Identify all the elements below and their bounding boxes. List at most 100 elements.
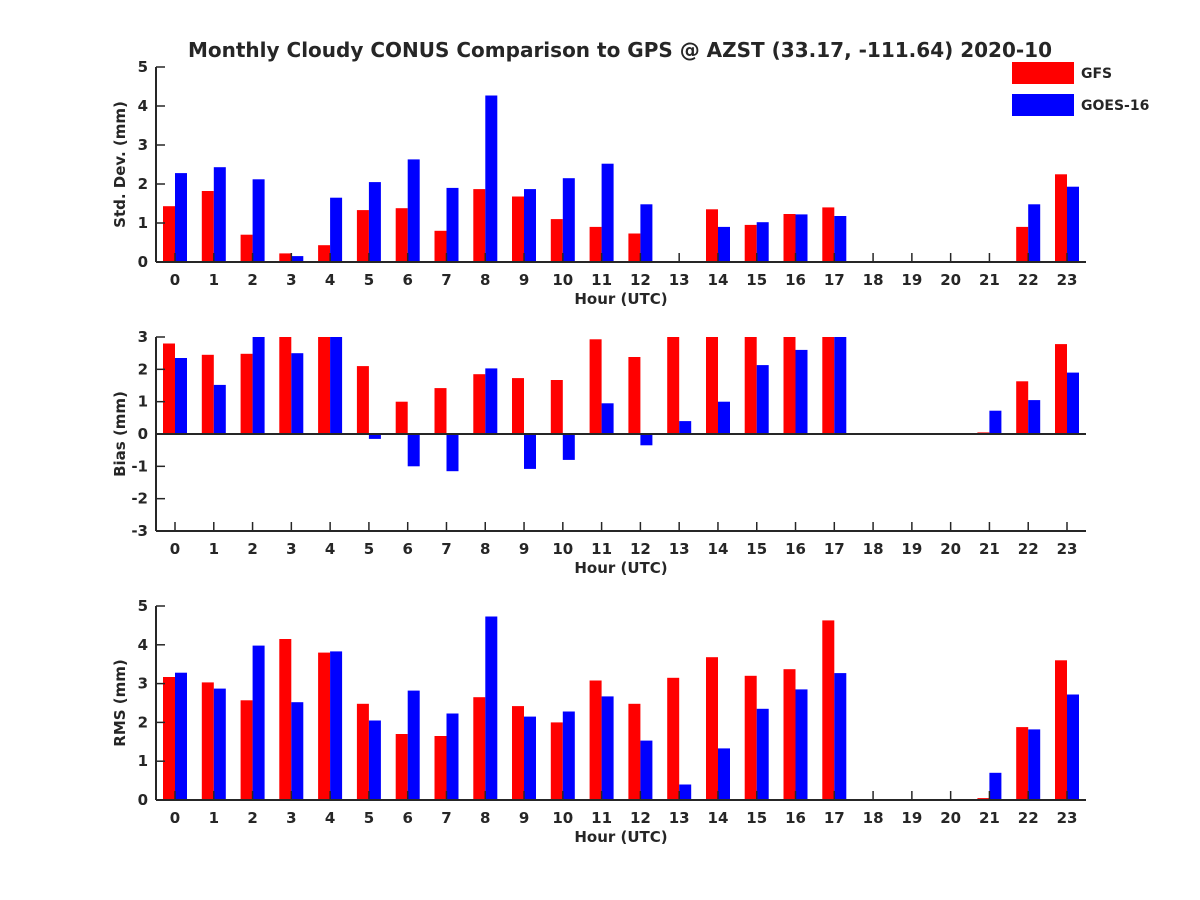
x-tick-label: 9 (519, 271, 529, 289)
bar-gfs-hour-17 (822, 207, 835, 262)
x-tick-label: 16 (785, 271, 806, 289)
x-tick-label: 5 (364, 540, 374, 558)
bar-goes16-hour-1 (213, 384, 226, 434)
bar-goes16-hour-15 (756, 222, 769, 262)
x-tick-label: 5 (364, 809, 374, 827)
bar-gfs-hour-2 (240, 353, 253, 434)
bar-gfs-hour-17 (822, 620, 835, 800)
y-axis-label: Std. Dev. (mm) (111, 101, 129, 228)
bar-gfs-hour-23 (1055, 174, 1067, 263)
x-tick-label: 4 (325, 809, 335, 827)
bar-goes16-hour-16 (795, 689, 808, 800)
bar-gfs-hour-5 (356, 366, 369, 434)
x-tick-label: 15 (746, 809, 767, 827)
bar-goes16-hour-7 (446, 434, 459, 472)
x-tick-label: 8 (480, 809, 490, 827)
y-axis-label: Bias (mm) (111, 391, 129, 477)
chart-title: Monthly Cloudy CONUS Comparison to GPS @… (188, 38, 1052, 62)
bar-gfs-hour-6 (395, 734, 408, 800)
x-tick-label: 15 (746, 540, 767, 558)
y-tick-label: -3 (131, 522, 148, 540)
x-tick-label: 2 (247, 809, 257, 827)
x-tick-label: 22 (1018, 540, 1039, 558)
bar-goes16-hour-12 (640, 740, 653, 800)
x-tick-label: 16 (785, 540, 806, 558)
bar-gfs-hour-6 (395, 208, 408, 262)
x-tick-label: 17 (824, 540, 845, 558)
bar-gfs-hour-12 (628, 357, 641, 434)
x-tick-label: 14 (708, 809, 729, 827)
x-tick-label: 14 (708, 540, 729, 558)
x-tick-label: 4 (325, 271, 335, 289)
bar-goes16-hour-5 (368, 434, 381, 439)
bar-gfs-hour-3 (279, 253, 292, 262)
bar-goes16-hour-17 (834, 337, 847, 434)
legend-swatch (1012, 94, 1074, 116)
bar-gfs-hour-4 (318, 245, 331, 262)
x-tick-label: 2 (247, 540, 257, 558)
bar-gfs-hour-22 (1016, 727, 1029, 800)
x-axis-label: Hour (UTC) (574, 559, 667, 577)
x-tick-label: 0 (170, 809, 180, 827)
bar-gfs-hour-1 (201, 354, 214, 434)
x-tick-label: 7 (441, 809, 451, 827)
bar-goes16-hour-23 (1067, 186, 1079, 262)
bar-goes16-hour-0 (175, 358, 187, 434)
bar-goes16-hour-17 (834, 216, 847, 262)
bar-goes16-hour-6 (407, 690, 420, 800)
x-tick-label: 9 (519, 809, 529, 827)
bar-gfs-hour-16 (783, 669, 796, 800)
bar-gfs-hour-4 (318, 337, 331, 434)
y-tick-label: 1 (138, 214, 148, 232)
x-tick-label: 22 (1018, 271, 1039, 289)
x-tick-label: 10 (552, 540, 573, 558)
x-tick-label: 6 (402, 271, 412, 289)
bar-gfs-hour-11 (589, 226, 602, 262)
x-tick-label: 17 (824, 271, 845, 289)
x-tick-label: 7 (441, 271, 451, 289)
bar-goes16-hour-8 (485, 368, 498, 434)
y-tick-label: 3 (138, 328, 148, 346)
x-tick-label: 8 (480, 540, 490, 558)
bar-goes16-hour-0 (175, 672, 187, 800)
y-tick-label: 2 (138, 360, 148, 378)
x-axis-label: Hour (UTC) (574, 290, 667, 308)
bar-gfs-hour-7 (434, 388, 447, 434)
bar-gfs-hour-10 (550, 722, 563, 800)
bar-goes16-hour-9 (524, 189, 536, 262)
x-tick-label: 21 (979, 809, 1000, 827)
bar-gfs-hour-14 (706, 657, 718, 800)
bar-goes16-hour-14 (718, 401, 730, 434)
bar-gfs-hour-4 (318, 652, 331, 800)
x-tick-label: 14 (708, 271, 729, 289)
x-tick-label: 11 (591, 271, 612, 289)
y-axis-label: RMS (mm) (111, 659, 129, 746)
legend-entry-label: GOES-16 (1081, 98, 1149, 114)
bar-gfs-hour-23 (1055, 344, 1067, 434)
y-tick-label: 4 (138, 636, 148, 654)
bar-goes16-hour-1 (213, 167, 226, 262)
x-tick-label: 18 (863, 809, 884, 827)
bar-goes16-hour-10 (562, 434, 575, 460)
x-tick-label: 23 (1057, 540, 1078, 558)
x-tick-label: 19 (901, 271, 922, 289)
bar-gfs-hour-0 (163, 206, 175, 262)
x-tick-label: 6 (402, 540, 412, 558)
bar-gfs-hour-9 (512, 378, 524, 434)
y-tick-label: 0 (138, 253, 148, 271)
bar-goes16-hour-9 (524, 434, 536, 469)
x-tick-label: 23 (1057, 271, 1078, 289)
bar-goes16-hour-22 (1028, 204, 1041, 262)
x-tick-label: 18 (863, 271, 884, 289)
x-tick-label: 21 (979, 271, 1000, 289)
bar-goes16-hour-3 (291, 353, 304, 434)
bar-gfs-hour-9 (512, 196, 524, 262)
bar-gfs-hour-22 (1016, 226, 1029, 262)
bar-goes16-hour-8 (485, 95, 498, 262)
bar-goes16-hour-12 (640, 434, 653, 446)
bar-goes16-hour-4 (330, 197, 343, 262)
x-tick-label: 1 (209, 809, 219, 827)
bar-gfs-hour-3 (279, 337, 292, 434)
